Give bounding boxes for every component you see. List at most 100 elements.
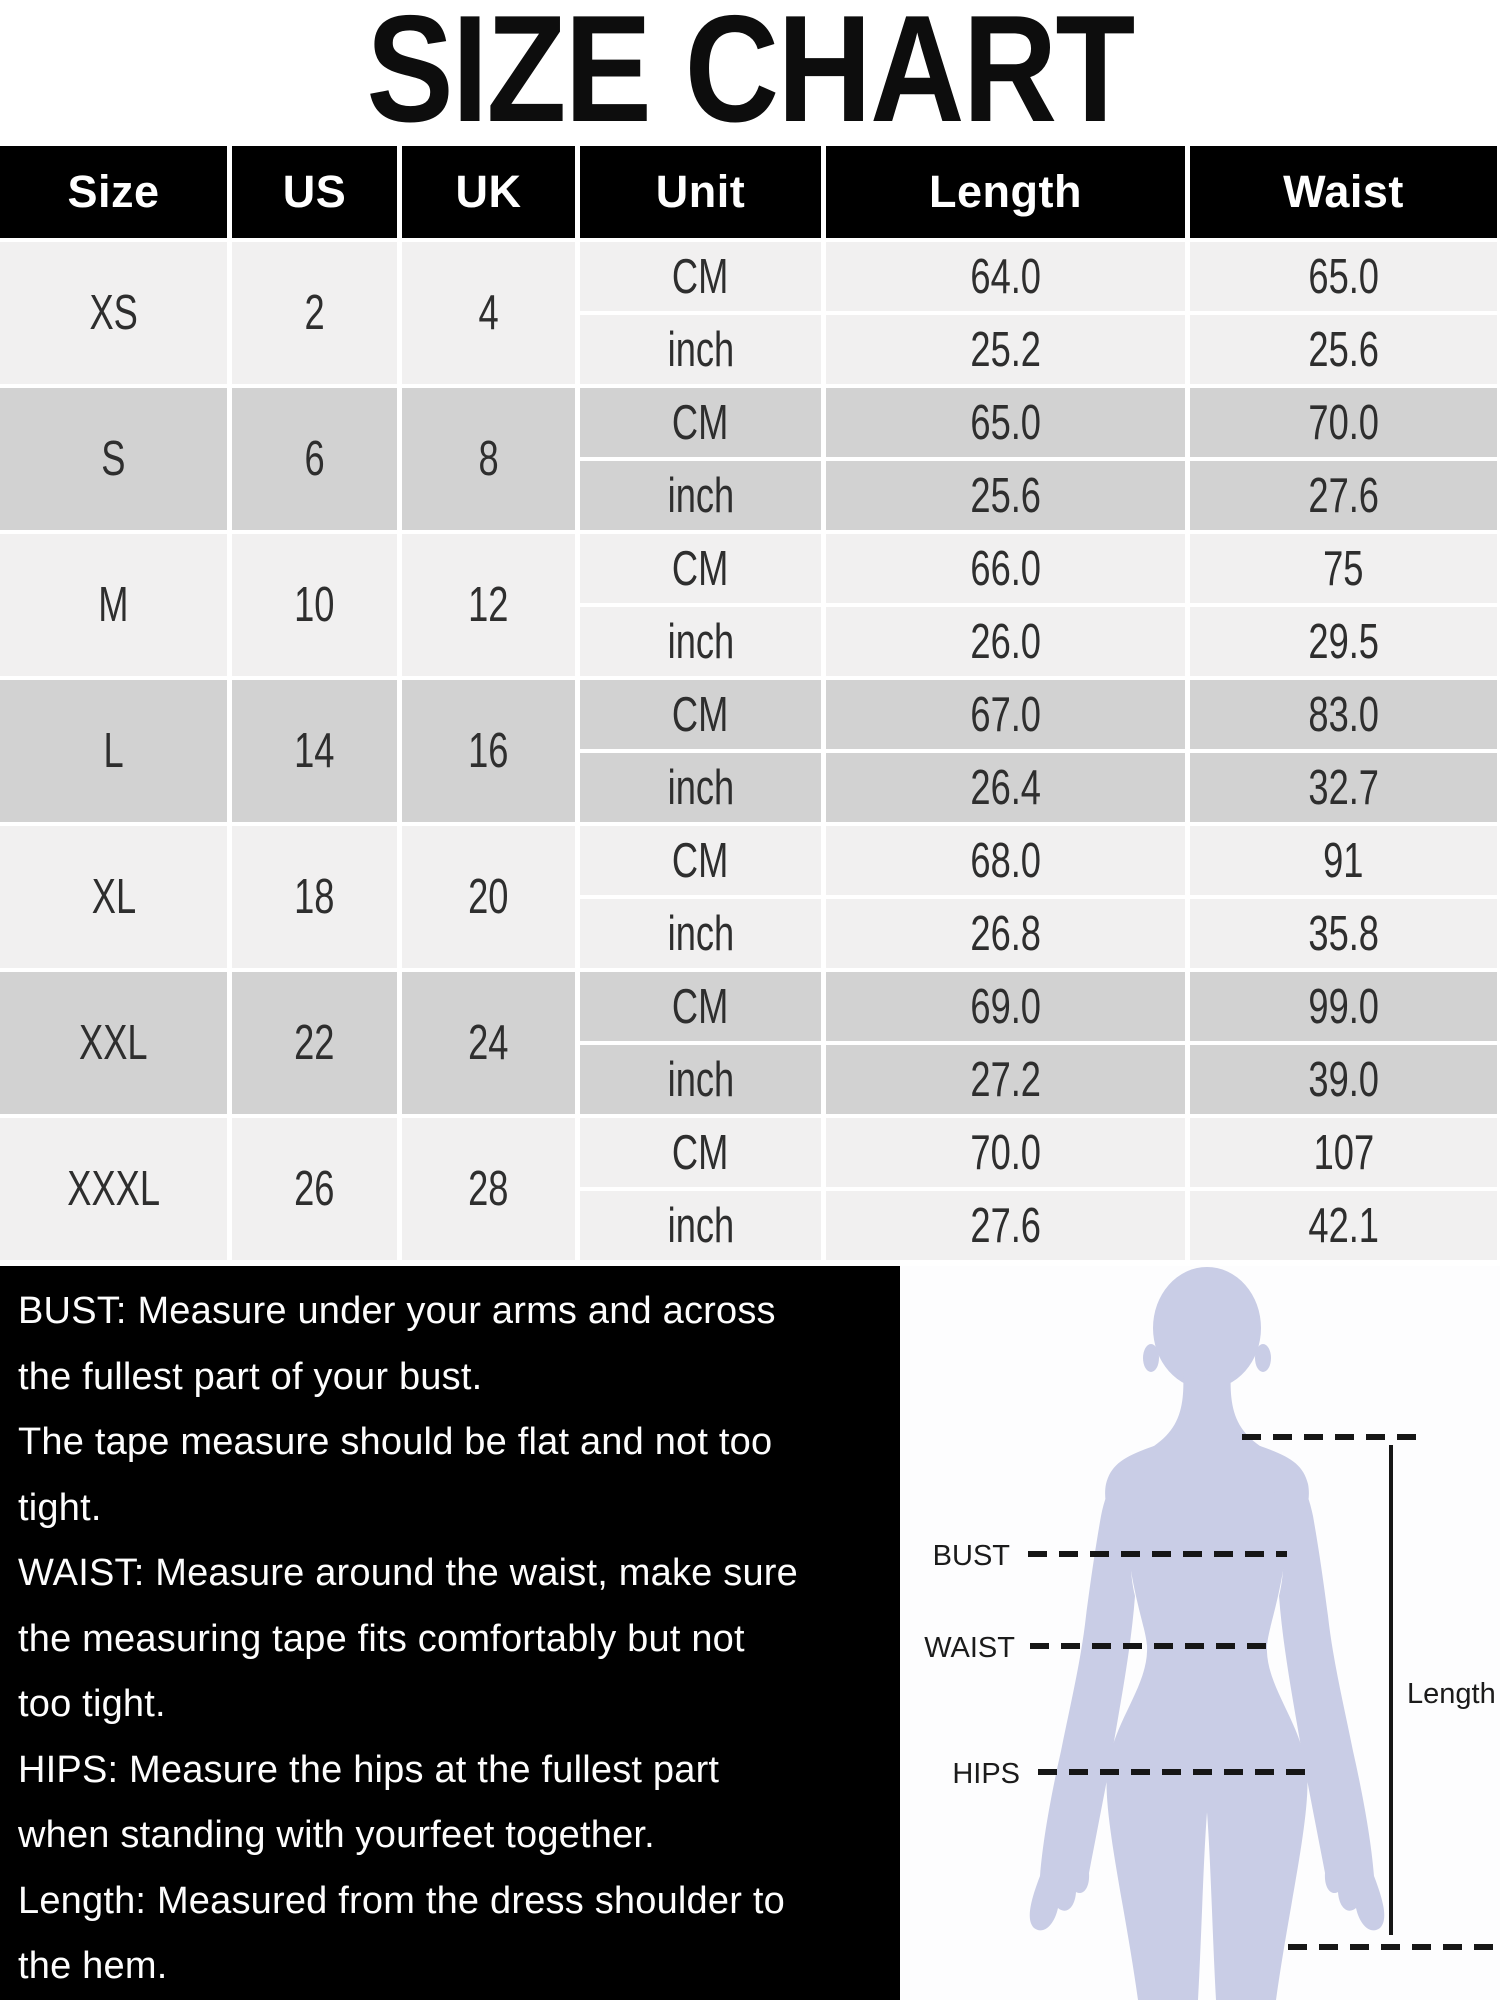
waist-cell-value: 39.0 xyxy=(1308,1052,1379,1107)
length-cell-value: 66.0 xyxy=(970,541,1041,596)
silhouette-arm-right xyxy=(1260,1446,1385,1931)
header-waist: Waist xyxy=(1190,146,1497,238)
size-cell: XS xyxy=(0,242,227,384)
unit-cell-value: CM xyxy=(672,541,729,596)
length-cell: 27.2 xyxy=(826,1045,1185,1114)
waist-cell-value: 107 xyxy=(1313,1125,1374,1180)
uk-cell: 16 xyxy=(402,680,575,822)
female-silhouette xyxy=(1029,1267,1385,2000)
header-size: Size xyxy=(0,146,227,238)
size-table: Size US UK Unit Length Waist XS 2 4 CM 64.0 6… xyxy=(0,146,1497,1260)
unit-cell-value: CM xyxy=(672,979,729,1034)
uk-cell-value: 20 xyxy=(468,870,509,924)
unit-cell-value: inch xyxy=(667,1198,734,1253)
size-cell-value: L xyxy=(103,724,124,778)
length-cell-value: 69.0 xyxy=(970,979,1041,1034)
silhouette-torso-legs xyxy=(1105,1369,1309,2000)
waist-cell: 99.0 xyxy=(1190,972,1497,1041)
uk-cell-value: 12 xyxy=(468,578,509,632)
size-cell-value: XXXL xyxy=(67,1162,160,1216)
us-cell-value: 2 xyxy=(304,286,325,340)
uk-cell: 28 xyxy=(402,1118,575,1260)
unit-cell-value: CM xyxy=(672,395,729,450)
note-line: too tight. xyxy=(18,1683,166,1725)
header-unit: Unit xyxy=(580,146,821,238)
waist-cell: 107 xyxy=(1190,1118,1497,1187)
waist-cell-value: 65.0 xyxy=(1308,249,1379,304)
waist-cell: 25.6 xyxy=(1190,315,1497,384)
length-cell-value: 26.4 xyxy=(970,760,1041,815)
size-cell: M xyxy=(0,534,227,676)
waist-cell-value: 27.6 xyxy=(1308,468,1379,523)
waist-cell-value: 29.5 xyxy=(1308,614,1379,669)
unit-cell: inch xyxy=(580,753,821,822)
waist-cell-value: 32.7 xyxy=(1308,760,1379,815)
size-cell-value: XXL xyxy=(79,1016,148,1070)
note-line: the hem. xyxy=(18,1945,168,1987)
header-uk-label: UK xyxy=(455,166,522,217)
us-cell-value: 10 xyxy=(294,578,335,632)
waist-cell: 32.7 xyxy=(1190,753,1497,822)
unit-cell: inch xyxy=(580,461,821,530)
unit-cell: CM xyxy=(580,388,821,457)
size-cell: L xyxy=(0,680,227,822)
uk-cell: 24 xyxy=(402,972,575,1114)
header-size-label: Size xyxy=(67,166,160,217)
length-cell-value: 65.0 xyxy=(970,395,1041,450)
length-cell-value: 26.0 xyxy=(970,614,1041,669)
us-cell: 26 xyxy=(232,1118,397,1260)
measurement-diagram: BUST WAIST HIPS Length xyxy=(900,1266,1500,2000)
uk-cell-value: 4 xyxy=(478,286,499,340)
waist-cell-value: 83.0 xyxy=(1308,687,1379,742)
size-cell-value: S xyxy=(101,432,126,486)
us-cell: 14 xyxy=(232,680,397,822)
header-us: US xyxy=(232,146,397,238)
unit-cell-value: inch xyxy=(667,614,734,669)
size-cell: XXL xyxy=(0,972,227,1114)
length-cell-value: 70.0 xyxy=(970,1125,1041,1180)
unit-cell: CM xyxy=(580,972,821,1041)
length-cell: 25.2 xyxy=(826,315,1185,384)
note-line: when standing with yourfeet together. xyxy=(18,1814,655,1856)
uk-cell-value: 8 xyxy=(478,432,499,486)
note-line: the fullest part of your bust. xyxy=(18,1355,483,1398)
length-cell: 66.0 xyxy=(826,534,1185,603)
waist-cell-value: 35.8 xyxy=(1308,906,1379,961)
length-cell-value: 67.0 xyxy=(970,687,1041,742)
unit-cell: inch xyxy=(580,315,821,384)
us-cell-value: 18 xyxy=(294,870,335,924)
length-cell: 69.0 xyxy=(826,972,1185,1041)
size-cell: XXXL xyxy=(0,1118,227,1260)
header-us-label: US xyxy=(282,166,347,217)
waist-label: WAIST xyxy=(924,1632,1015,1664)
uk-cell: 12 xyxy=(402,534,575,676)
note-line: tight. xyxy=(18,1486,102,1529)
notes-panel: BUST: Measure under your arms and across… xyxy=(0,1266,900,2000)
unit-cell: inch xyxy=(580,1191,821,1260)
waist-cell: 42.1 xyxy=(1190,1191,1497,1260)
page-title: SIZE CHART xyxy=(366,0,1135,154)
length-label: Length xyxy=(1407,1678,1496,1710)
body-silhouette-graphic xyxy=(1028,1267,1500,2000)
unit-cell-value: CM xyxy=(672,687,729,742)
silhouette-arm-left xyxy=(1029,1446,1154,1931)
us-cell: 2 xyxy=(232,242,397,384)
length-cell-value: 25.2 xyxy=(970,322,1041,377)
unit-cell: inch xyxy=(580,899,821,968)
unit-cell-value: inch xyxy=(667,468,734,523)
length-cell-value: 26.8 xyxy=(970,906,1041,961)
uk-cell-value: 28 xyxy=(468,1162,509,1216)
us-cell: 10 xyxy=(232,534,397,676)
waist-cell: 29.5 xyxy=(1190,607,1497,676)
length-cell: 25.6 xyxy=(826,461,1185,530)
unit-cell: CM xyxy=(580,1118,821,1187)
us-cell-value: 6 xyxy=(304,432,325,486)
unit-cell: CM xyxy=(580,242,821,311)
unit-cell: inch xyxy=(580,1045,821,1114)
waist-cell: 65.0 xyxy=(1190,242,1497,311)
waist-cell-value: 75 xyxy=(1323,541,1364,596)
note-line: WAIST: Measure around the waist, make su… xyxy=(18,1552,798,1594)
waist-cell-value: 70.0 xyxy=(1308,395,1379,450)
waist-cell: 70.0 xyxy=(1190,388,1497,457)
